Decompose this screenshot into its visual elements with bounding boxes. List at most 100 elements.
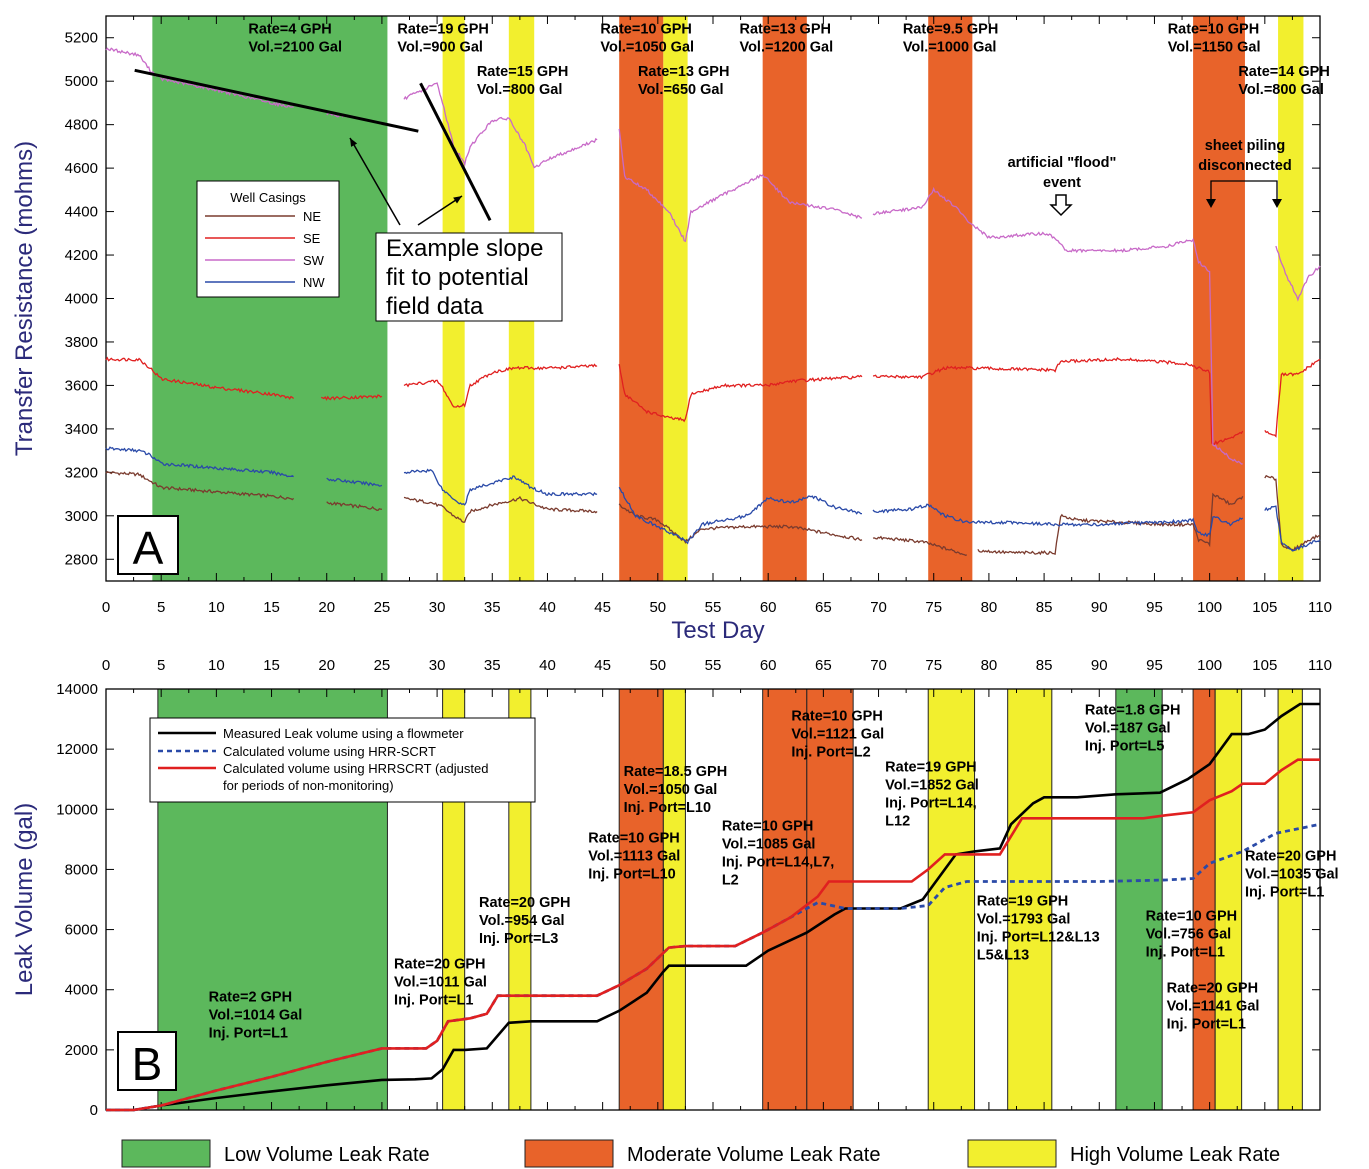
well-casings-legend-box — [196, 180, 340, 298]
x-tick-label: 0 — [102, 657, 110, 674]
rate-annotation: Rate=10 GPH Vol.=1150 Gal — [1168, 21, 1261, 55]
band-moderate — [762, 16, 807, 581]
series-ne-line — [872, 535, 967, 557]
rate-annotation-line: Vol.=187 Gal — [1085, 721, 1171, 737]
band-moderate — [619, 16, 664, 581]
rate-annotation-line: Rate=20 GPH — [479, 895, 570, 911]
rate-annotation-line: Rate=10 GPH — [600, 21, 691, 37]
series-sw-line — [1275, 245, 1321, 302]
x-tick-label: 10 — [208, 657, 225, 674]
rate-annotation: Rate=19 GPH Vol.=900 Gal — [397, 21, 488, 55]
band-moderate — [1193, 16, 1245, 581]
band-legend: Low Volume Leak Rate Moderate Volume Leak… — [121, 1139, 1280, 1168]
y-tick-label: 3600 — [65, 377, 98, 394]
band-high — [662, 688, 686, 1111]
band-high — [1278, 16, 1304, 581]
series-se-line — [1264, 358, 1321, 438]
slope-callout-line: Example slope — [386, 235, 543, 262]
slope-callout-box — [375, 232, 563, 322]
series-ne-line — [326, 501, 382, 511]
band-moderate — [928, 16, 973, 581]
x-tick-label: 105 — [1252, 599, 1277, 616]
x-tick-label: 30 — [429, 599, 446, 616]
rate-annotation-line: Rate=10 GPH — [722, 818, 813, 834]
x-tick-label: 35 — [484, 657, 501, 674]
rate-annotation-line: Vol.=954 Gal — [479, 913, 565, 929]
y-tick-label: 0 — [90, 1102, 98, 1119]
band-legend-swatch — [524, 1139, 614, 1168]
rate-annotation: Rate=9.5 GPH Vol.=1000 Gal — [903, 21, 999, 55]
x-tick-label: 95 — [1146, 657, 1163, 674]
x-tick-label: 90 — [1091, 599, 1108, 616]
x-tick-label: 5 — [157, 657, 165, 674]
x-tick-label: 100 — [1197, 599, 1222, 616]
rate-annotation-line: Inj. Port=L1 — [1167, 1017, 1246, 1033]
x-tick-label: 15 — [263, 657, 280, 674]
rate-annotation-line: Vol.=1011 Gal — [394, 975, 487, 991]
band-legend-label: High Volume Leak Rate — [1070, 1144, 1280, 1166]
band-legend-label: Moderate Volume Leak Rate — [627, 1144, 881, 1166]
series-sw-line — [872, 186, 1243, 465]
rate-annotation: Rate=10 GPH Vol.=1121 Gal Inj. Port=L2 — [791, 709, 884, 761]
x-tick-label: 40 — [539, 599, 556, 616]
rate-annotation-line: Vol.=800 Gal — [477, 82, 563, 98]
band-high — [1007, 688, 1053, 1111]
series-nw-line — [618, 486, 862, 545]
series-se-line — [403, 363, 598, 408]
x-tick-label: 65 — [815, 657, 832, 674]
rate-annotation-line: Vol.=1050 Gal — [600, 39, 694, 55]
legend-entry: Measured Leak volume using a flowmeter — [223, 726, 464, 741]
series-sw-line — [403, 82, 598, 169]
slope-fit-line — [419, 82, 492, 221]
x-tick-label: 80 — [981, 599, 998, 616]
legend-entry: Calculated volume using HRRSCRT (adjuste… — [223, 761, 488, 776]
series-nw-line — [872, 503, 1244, 538]
rate-annotation-line: Rate=1.8 GPH — [1085, 703, 1181, 719]
rate-annotation-line: Rate=14 GPH — [1238, 64, 1329, 80]
arrow-head — [350, 138, 358, 147]
y-tick-label: 8000 — [65, 861, 98, 878]
rate-annotation-line: Inj. Port=L1 — [209, 1026, 288, 1042]
rate-annotation-line: L2 — [722, 872, 739, 888]
series-ne-line — [977, 492, 1244, 556]
y-tick-label: 3400 — [65, 421, 98, 438]
y-tick-label: 3200 — [65, 464, 98, 481]
rate-annotation: Rate=13 GPH Vol.=1200 Gal — [739, 21, 833, 55]
y-tick-label: 3800 — [65, 334, 98, 351]
rate-annotation-line: Vol.=756 Gal — [1146, 927, 1232, 943]
flood-event-arrow — [1049, 194, 1073, 217]
rate-annotation-line: Vol.=900 Gal — [397, 39, 483, 55]
rate-annotation: Rate=10 GPH Vol.=756 Gal Inj. Port=L1 — [1146, 909, 1237, 961]
x-tick-label: 35 — [484, 599, 501, 616]
rate-annotation-line: Vol.=1085 Gal — [722, 836, 816, 852]
slope-callout-text: Example slope fit to potential field data — [386, 235, 543, 320]
rate-annotation-line: Rate=20 GPH — [1245, 848, 1336, 864]
x-tick-label: 5 — [157, 599, 165, 616]
rate-annotation-line: Vol.=1793 Gal — [977, 912, 1071, 928]
rate-annotation-line: Vol.=1014 Gal — [209, 1008, 303, 1024]
rate-annotation-line: Inj. Port=L1 — [1146, 945, 1225, 961]
rate-annotation: Rate=14 GPH Vol.=800 Gal — [1238, 64, 1329, 98]
rate-annotation-line: Rate=19 GPH — [397, 21, 488, 37]
legend-entry: SE — [303, 231, 321, 246]
rate-annotation-line: Rate=2 GPH — [209, 990, 292, 1006]
series-nw-line — [105, 446, 294, 478]
y-tick-label: 4200 — [65, 247, 98, 264]
rate-annotation-line: Rate=10 GPH — [791, 709, 882, 725]
rate-annotation-line: Vol.=1150 Gal — [1168, 39, 1261, 55]
x-tick-label: 70 — [870, 599, 887, 616]
x-tick-label: 100 — [1197, 657, 1222, 674]
rate-annotation-line: Vol.=2100 Gal — [248, 39, 342, 55]
rate-annotation: Rate=20 GPH Vol.=1141 Gal Inj. Port=L1 — [1167, 981, 1260, 1033]
rate-annotation-line: Vol.=1200 Gal — [739, 39, 833, 55]
rate-annotation-line: Inj. Port=L1 — [394, 993, 473, 1009]
rate-annotation: Rate=13 GPH Vol.=650 Gal — [638, 64, 729, 98]
rate-annotation-line: Rate=19 GPH — [885, 760, 976, 776]
rate-annotation-line: Vol.=1035 Gal — [1245, 866, 1339, 882]
x-tick-label: 55 — [705, 657, 722, 674]
y-tick-label: 12000 — [56, 741, 98, 758]
rate-annotation-line: Rate=4 GPH — [248, 21, 331, 37]
rate-annotation-line: Rate=10 GPH — [588, 830, 679, 846]
rate-annotation-line: Inj. Port=L10 — [624, 800, 711, 816]
